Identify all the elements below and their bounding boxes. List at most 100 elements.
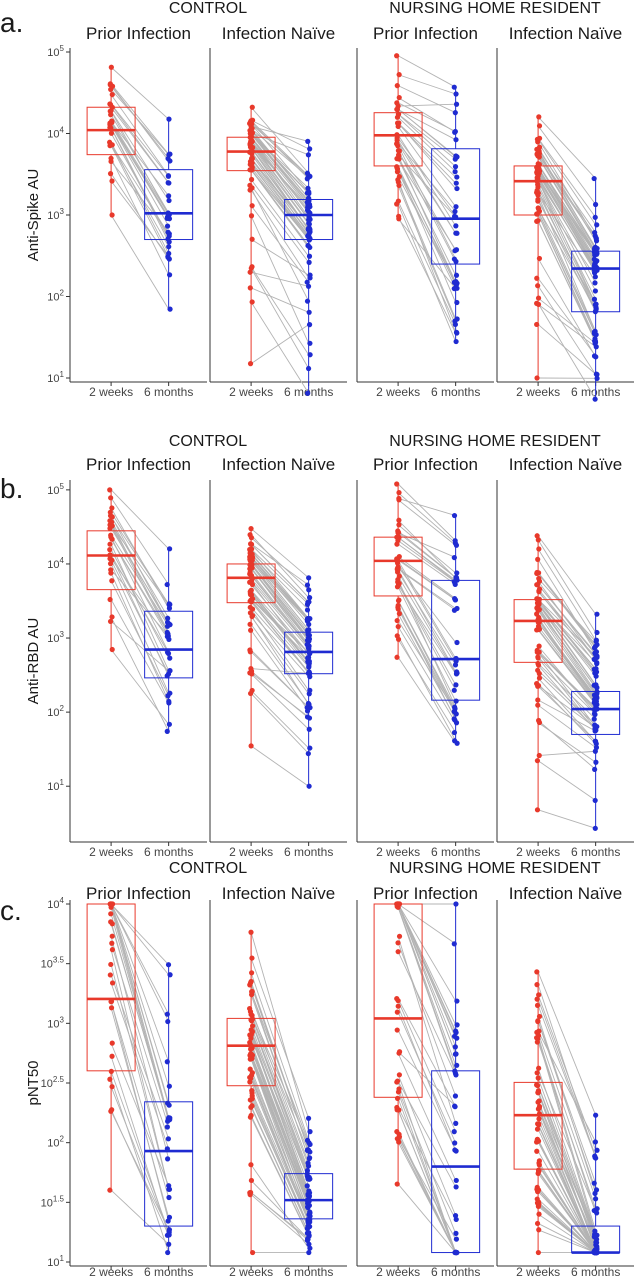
point-6-months xyxy=(453,1177,459,1184)
pair-line xyxy=(250,1078,310,1223)
pair-line xyxy=(250,612,309,677)
pair-line xyxy=(110,903,170,1106)
point-6-months xyxy=(304,1183,310,1189)
point-6-months xyxy=(594,222,600,228)
point-6-months xyxy=(167,972,173,978)
pair-line xyxy=(250,1015,310,1167)
pair-line xyxy=(110,103,169,177)
point-2-weeks xyxy=(108,919,114,925)
facet-0: 2 weeks 6 months xyxy=(69,48,207,399)
pair-line xyxy=(537,590,596,664)
point-6-months xyxy=(453,1184,459,1190)
point-6-months xyxy=(452,717,458,723)
pair-line xyxy=(110,497,170,585)
point-2-weeks xyxy=(535,697,541,703)
point-6-months xyxy=(166,250,172,257)
point-6-months xyxy=(451,256,457,262)
pair-line xyxy=(397,568,456,611)
pair-line xyxy=(250,301,310,394)
pair-line xyxy=(110,524,170,625)
pair-line xyxy=(250,1098,310,1229)
pair-line xyxy=(537,1198,596,1253)
pair-line xyxy=(397,903,457,1002)
point-2-weeks xyxy=(394,83,400,89)
point-6-months xyxy=(453,698,459,704)
point-2-weeks xyxy=(107,1076,113,1082)
point-6-months xyxy=(593,759,599,765)
pair-line xyxy=(110,1079,170,1253)
pair-line xyxy=(250,1115,310,1236)
y-tick-label: 101 xyxy=(47,778,64,793)
point-6-months xyxy=(166,212,172,218)
pair-line xyxy=(537,141,597,239)
point-6-months xyxy=(451,84,457,90)
point-2-weeks xyxy=(394,1129,400,1135)
pair-line xyxy=(397,903,457,1032)
pair-line xyxy=(250,1105,310,1233)
point-6-months xyxy=(454,639,460,646)
point-6-months xyxy=(167,668,173,674)
point-2-weeks xyxy=(247,361,254,367)
point-6-months xyxy=(591,329,598,335)
pair-line xyxy=(250,572,309,647)
point-6-months xyxy=(592,288,598,294)
pair-line xyxy=(537,207,597,332)
pair-line xyxy=(537,1038,597,1236)
x-tick-label: 2 weeks xyxy=(229,1265,273,1279)
pair-line xyxy=(250,549,309,619)
pair-line xyxy=(397,167,457,303)
point-2-weeks xyxy=(248,541,254,547)
point-6-months xyxy=(454,570,460,576)
point-6-months xyxy=(164,223,171,229)
pair-line xyxy=(397,150,457,251)
point-2-weeks xyxy=(534,321,540,328)
facet-label: Infection Naïve xyxy=(222,455,335,474)
pair-line xyxy=(397,179,457,333)
point-2-weeks xyxy=(536,575,542,582)
point-2-weeks xyxy=(108,495,114,501)
pair-line xyxy=(397,1074,457,1216)
point-2-weeks xyxy=(248,978,254,985)
pair-line xyxy=(250,600,309,673)
point-6-months xyxy=(165,173,172,179)
point-6-months xyxy=(594,371,600,378)
pair-line xyxy=(537,971,597,1116)
group-label: CONTROL xyxy=(169,860,247,877)
pair-line xyxy=(250,141,310,221)
panel-label: a. xyxy=(0,7,23,38)
point-2-weeks xyxy=(108,998,115,1004)
point-2-weeks xyxy=(535,1249,541,1256)
point-2-weeks xyxy=(249,264,255,270)
point-6-months xyxy=(307,1245,313,1251)
pair-line xyxy=(397,499,456,546)
pair-line xyxy=(397,639,457,733)
point-6-months xyxy=(306,669,312,675)
point-6-months xyxy=(166,244,172,250)
pair-line xyxy=(250,534,309,598)
point-2-weeks xyxy=(535,205,541,211)
pair-line xyxy=(110,554,170,677)
pair-line xyxy=(397,626,457,723)
point-2-weeks xyxy=(108,155,114,161)
point-2-weeks xyxy=(395,148,402,154)
point-6-months xyxy=(454,669,460,675)
point-2-weeks xyxy=(248,1189,254,1196)
y-tick-label: 104 xyxy=(47,126,64,141)
point-6-months xyxy=(453,655,459,662)
pair-line xyxy=(250,132,309,202)
point-6-months xyxy=(305,615,311,622)
point-6-months xyxy=(453,329,460,335)
pair-line xyxy=(397,1109,457,1253)
point-2-weeks xyxy=(247,285,253,291)
point-2-weeks xyxy=(535,1018,541,1024)
point-6-months xyxy=(166,1115,172,1121)
y-axis-label: Anti-Spike AU xyxy=(25,169,42,262)
point-2-weeks xyxy=(395,528,401,534)
point-2-weeks xyxy=(536,1158,542,1164)
panel-label: c. xyxy=(0,895,22,926)
pair-line xyxy=(537,324,596,375)
point-2-weeks xyxy=(109,1084,115,1090)
point-2-weeks xyxy=(395,1003,401,1009)
pair-line xyxy=(250,580,309,650)
pair-line xyxy=(110,180,169,257)
